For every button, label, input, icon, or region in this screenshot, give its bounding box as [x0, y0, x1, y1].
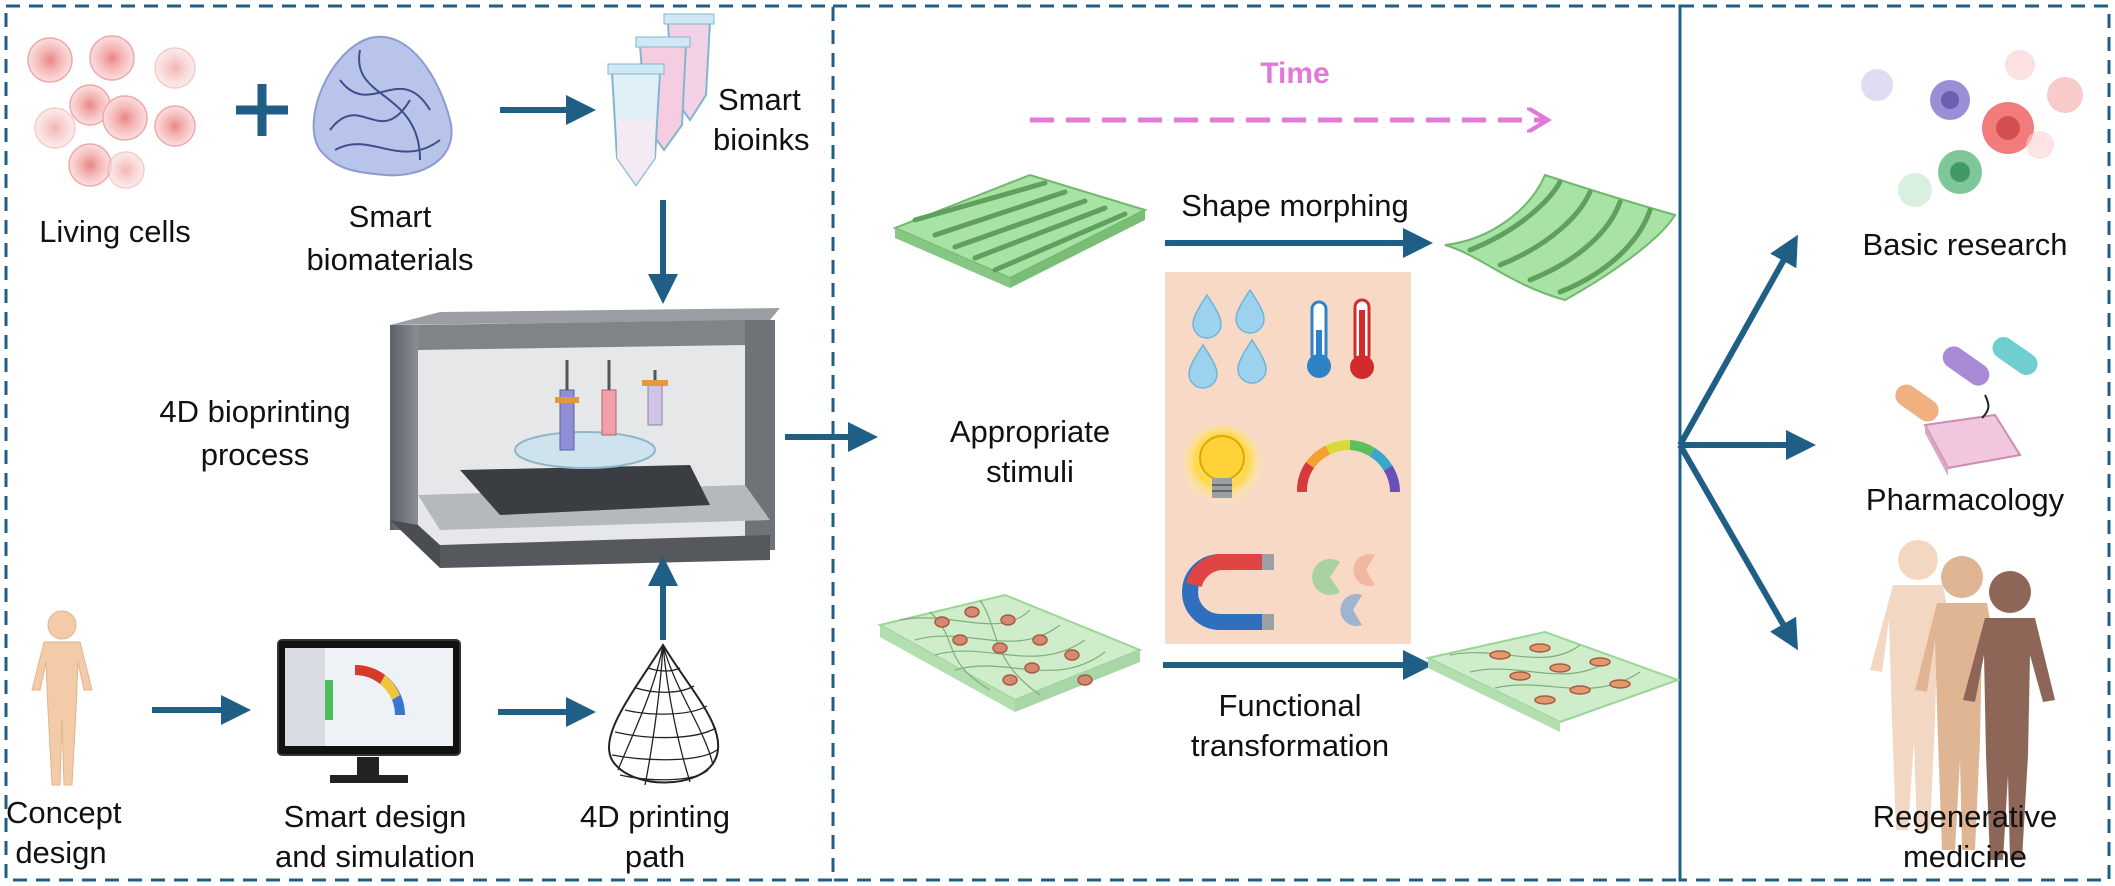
magnet-icon	[1182, 553, 1274, 630]
smart-design-label-line1: Smart design	[283, 799, 467, 834]
living-cells-icon	[27, 35, 196, 189]
light-bulb-icon	[1182, 425, 1262, 505]
smart-biomaterials-label-line2: biomaterials	[306, 242, 474, 277]
bioprinter-icon	[390, 308, 780, 568]
smart-bioinks-label-line1: Smart	[718, 82, 801, 117]
biomaterial-hydrogel-icon	[312, 35, 453, 177]
enzyme-molecule-icon	[1312, 554, 1375, 627]
cell-laden-mesh-icon	[877, 593, 1143, 712]
bioink-tubes-icon	[607, 13, 715, 187]
printing-path-label-line2: path	[624, 839, 686, 874]
printing-path-mesh-icon	[607, 643, 720, 786]
basic-research-label: Basic research	[1862, 227, 2068, 262]
smart-design-label-line2: and simulation	[275, 839, 475, 874]
flat-scaffold-icon	[892, 173, 1148, 288]
functional-transformation-label-line1: Functional	[1218, 688, 1362, 723]
morphed-scaffold-icon	[1444, 173, 1677, 302]
middle-panel-frame	[831, 4, 1682, 882]
bioprinting-process-label-line2: process	[200, 437, 310, 472]
appropriate-stimuli-label-line1: Appropriate	[949, 414, 1111, 449]
thermometer-icon	[1307, 298, 1374, 379]
pills-and-plate-icon	[1895, 336, 2038, 476]
regenerative-medicine-label-line2: medicine	[1902, 839, 2028, 874]
appropriate-stimuli-label-line2: stimuli	[986, 454, 1074, 489]
time-label: Time	[1260, 57, 1330, 90]
human-silhouettes-icon	[1870, 540, 2055, 860]
regenerative-medicine-label-line1: Regenerative	[1872, 799, 2058, 834]
immune-cells-icon	[1861, 50, 2083, 207]
pharmacology-label: Pharmacology	[1865, 482, 2065, 517]
bioprinting-process-label-line1: 4D bioprinting	[159, 394, 351, 429]
branch-arrows	[1677, 234, 1816, 651]
human-figure-icon	[31, 610, 93, 786]
water-drops-icon	[1188, 288, 1267, 389]
smart-biomaterials-label-line1: Smart	[348, 199, 432, 234]
plus-icon	[236, 84, 288, 136]
shape-morphing-label: Shape morphing	[1181, 188, 1409, 223]
printing-path-label-line1: 4D printing	[580, 799, 730, 834]
smart-bioinks-label-line2: bioinks	[713, 122, 810, 157]
concept-design-label-line2: design	[15, 835, 107, 870]
concept-design-label-line1: Concept	[6, 795, 122, 830]
transformed-mesh-icon	[1424, 630, 1681, 732]
functional-transformation-label-line2: transformation	[1190, 728, 1390, 763]
living-cells-label: Living cells	[39, 214, 191, 249]
ph-spectrum-icon	[1297, 440, 1400, 493]
computer-monitor-icon	[277, 639, 461, 783]
